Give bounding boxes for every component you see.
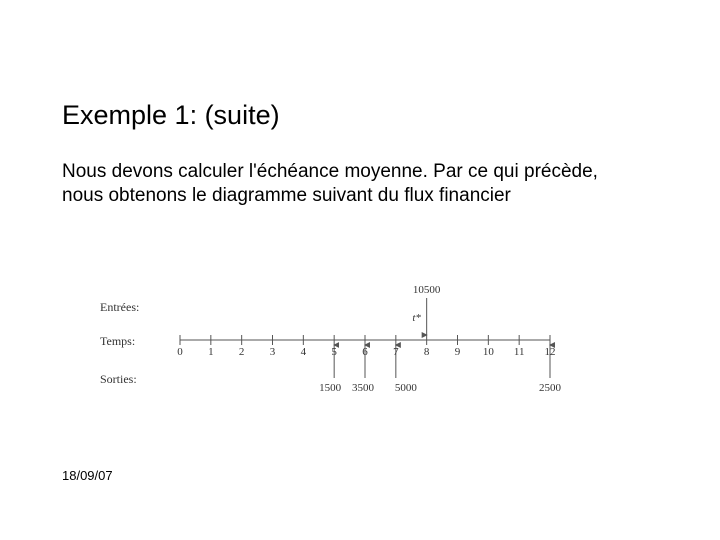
- tick-label: 10: [483, 346, 494, 358]
- cashflow-diagram: Entrées: Temps: Sorties: 012345678910111…: [100, 290, 580, 410]
- tick-label: 4: [301, 346, 307, 358]
- tick-label: 8: [424, 346, 430, 358]
- tick-label: 2: [239, 346, 245, 358]
- slide-body: Nous devons calculer l'échéance moyenne.…: [62, 160, 602, 208]
- footer-date: 18/09/07: [62, 468, 113, 483]
- entry-value: 10500: [413, 284, 441, 296]
- tick-label: 0: [177, 346, 183, 358]
- exit-value: 3500: [352, 382, 374, 394]
- tick-label: 1: [208, 346, 214, 358]
- slide: Exemple 1: (suite) Nous devons calculer …: [0, 0, 720, 540]
- tick-label: 6: [362, 346, 368, 358]
- t-star-label: t*: [412, 312, 421, 324]
- tick-label: 9: [455, 346, 461, 358]
- slide-title: Exemple 1: (suite): [62, 100, 280, 131]
- tick-label: 12: [545, 346, 556, 358]
- exit-value: 5000: [395, 382, 417, 394]
- exit-value: 2500: [539, 382, 561, 394]
- tick-label: 7: [393, 346, 399, 358]
- tick-label: 5: [331, 346, 337, 358]
- tick-label: 11: [514, 346, 525, 358]
- tick-label: 3: [270, 346, 276, 358]
- exit-value: 1500: [319, 382, 341, 394]
